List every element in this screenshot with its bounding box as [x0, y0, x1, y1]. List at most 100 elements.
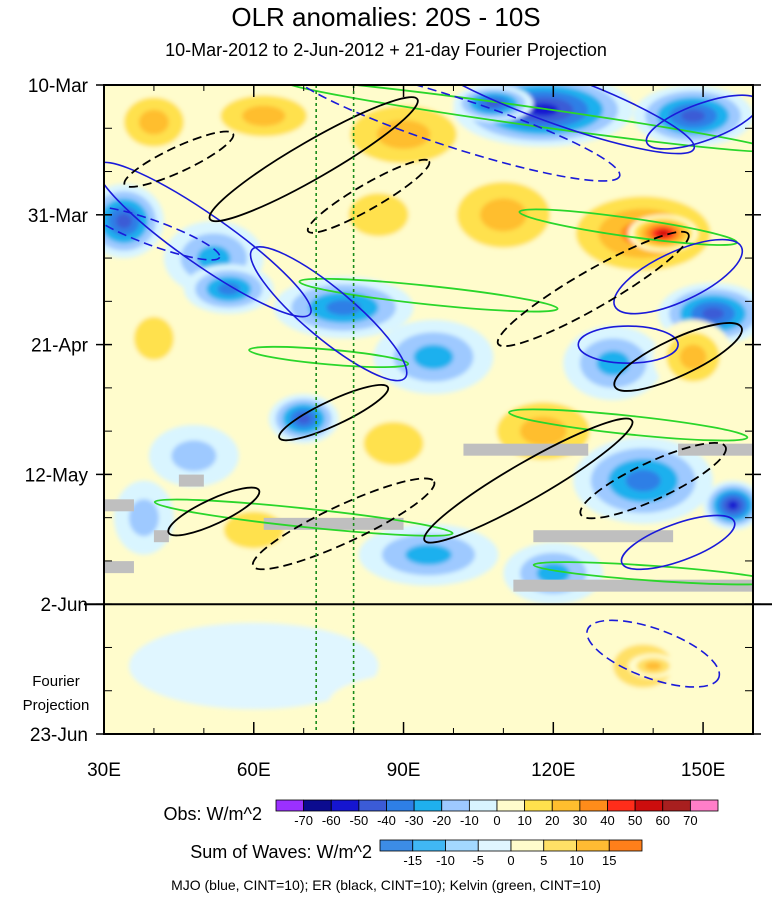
anomaly-blob — [376, 120, 431, 149]
x-tick-label: 150E — [681, 760, 725, 781]
contour-legend-note: MJO (blue, CINT=10); ER (black, CINT=10)… — [171, 877, 601, 893]
plot-border — [103, 84, 754, 735]
colorbars: -70 -60 -50 -40 -30 -20 -10 0 10 20 30 40 50 60 70Obs:… — [164, 799, 719, 868]
er-contour — [613, 322, 743, 392]
waves-colorbar-swatch — [543, 839, 577, 852]
kelvin-contour — [298, 277, 559, 313]
er-contour — [278, 384, 390, 442]
missing-data — [104, 443, 753, 592]
er-contour — [306, 158, 431, 234]
kelvin-contour — [153, 498, 454, 537]
missing-data-bar — [178, 474, 204, 487]
chart-title: OLR anomalies: 20S - 10S — [231, 2, 541, 32]
kelvin-contour — [280, 85, 753, 153]
anomaly-blob — [728, 501, 739, 510]
mjo-contour — [249, 245, 408, 382]
obs-colorbar-tick-label: -40 — [377, 813, 396, 828]
missing-data-bar — [513, 579, 753, 592]
missing-data-bar — [678, 443, 753, 456]
obs-colorbar-tick-label: 40 — [600, 813, 614, 828]
mjo-contour — [620, 514, 736, 571]
waves-colorbar-swatch — [510, 839, 545, 852]
obs-colorbar-title: Obs: W/m^2 — [164, 804, 262, 824]
y-tick-label: 23-Jun — [30, 725, 88, 746]
obs-colorbar-swatch — [413, 799, 443, 812]
anomaly-blob — [115, 213, 132, 229]
anomaly-blob — [128, 499, 159, 537]
mjo-contour — [613, 238, 744, 315]
anomaly-blob — [326, 299, 362, 316]
x-tick-label: 30E — [87, 760, 121, 781]
obs-colorbar-swatch — [551, 799, 581, 812]
waves-colorbar-swatch — [445, 839, 479, 852]
anomaly-blob — [480, 198, 527, 232]
x-tick-label: 90E — [387, 760, 421, 781]
anomaly-blob — [625, 469, 661, 492]
obs-colorbar-swatch — [441, 799, 470, 812]
projection-label: Projection — [23, 697, 90, 714]
missing-data-bar — [104, 561, 134, 574]
er-contour — [496, 230, 690, 348]
anomaly-blob — [657, 230, 669, 237]
projection-anomalies — [128, 622, 704, 734]
obs-colorbar-swatch — [634, 799, 664, 812]
anomaly-blob — [223, 511, 284, 549]
obs-colorbar-tick-label: -30 — [405, 813, 424, 828]
plot-frame — [84, 84, 772, 735]
y-tick-label: 2-Jun — [40, 595, 88, 616]
obs-colorbar-tick-label: -50 — [349, 813, 368, 828]
obs-colorbar-swatch — [496, 799, 526, 812]
obs-colorbar-swatch — [524, 799, 553, 812]
axes: 10-Mar 31-Mar 21-Apr 12-May 2-Jun 23-Jun 30E 60… — [23, 76, 761, 781]
y-tick-label: 31-Mar — [28, 206, 89, 227]
anomaly-blob — [171, 440, 217, 472]
waves-colorbar-swatch — [412, 839, 446, 852]
waves-colorbar-swatch — [379, 839, 414, 852]
obs-colorbar-tick-label: 70 — [683, 813, 697, 828]
x-tick-label: 60E — [237, 760, 271, 781]
mjo-contour — [411, 85, 696, 155]
anomaly-blob — [217, 282, 241, 296]
obs-colorbar-tick-label: 50 — [628, 813, 642, 828]
anomaly-blob — [348, 193, 409, 237]
er-contour — [423, 417, 634, 544]
anomaly-blob — [520, 416, 567, 446]
y-tick-label: 21-Apr — [31, 336, 89, 357]
obs-colorbar-swatch — [607, 799, 636, 812]
anomaly-blob — [328, 672, 529, 734]
chart-subtitle: 10-Mar-2012 to 2-Jun-2012 + 21-day Fouri… — [165, 40, 607, 60]
waves-colorbar-tick-label: -10 — [436, 853, 455, 868]
anomaly-blob — [138, 109, 169, 135]
anomaly-blob — [681, 109, 706, 123]
obs-colorbar-swatch — [275, 799, 305, 812]
waves-colorbar-tick-label: 5 — [540, 853, 547, 868]
anomaly-blob — [702, 307, 725, 320]
obs-colorbar-swatch — [662, 799, 691, 812]
er-contour — [251, 477, 436, 571]
er-contour — [123, 130, 235, 188]
contour-group — [104, 85, 753, 688]
waves-colorbar-tick-label: 0 — [507, 853, 514, 868]
obs-colorbar-tick-label: 0 — [493, 813, 500, 828]
obs-colorbar-tick-label: 20 — [545, 813, 559, 828]
anomaly-blob — [644, 661, 662, 671]
waves-colorbar-swatch — [477, 839, 512, 852]
waves-colorbar-tick-label: -15 — [403, 853, 422, 868]
obs-colorbar-swatch — [386, 799, 415, 812]
anomaly-blob — [197, 245, 231, 271]
mjo-contour — [104, 205, 221, 261]
waves-colorbar-tick-label: 15 — [602, 853, 616, 868]
missing-data-bar — [263, 517, 404, 530]
anomaly-blob — [363, 421, 424, 466]
anomaly-field — [104, 85, 753, 734]
obs-colorbar-tick-label: 30 — [573, 813, 587, 828]
kelvin-contour — [508, 408, 749, 442]
obs-colorbar-swatch — [358, 799, 387, 812]
waves-colorbar-title: Sum of Waves: W/m^2 — [190, 842, 372, 862]
waves-colorbar-tick-label: -5 — [472, 853, 484, 868]
obs-colorbar-swatch — [689, 799, 719, 812]
y-tick-label: 10-Mar — [28, 76, 89, 97]
missing-data-bar — [463, 443, 589, 456]
x-tick-label: 120E — [531, 760, 575, 781]
